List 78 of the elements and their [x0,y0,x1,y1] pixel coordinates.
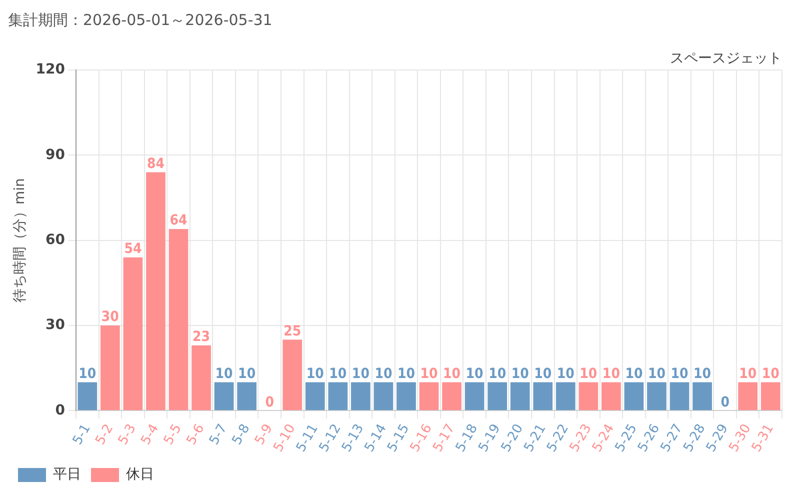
data-label: 10 [739,366,757,382]
data-label: 23 [192,329,210,345]
data-label: 10 [443,366,461,382]
bar [533,382,553,410]
bar [168,228,188,410]
bar [488,382,508,410]
x-tick-label: 5-8 [230,422,254,448]
data-label: 10 [397,366,416,382]
bar [464,382,484,410]
bar [760,382,780,410]
y-tick-label: 60 [46,232,66,248]
bar [374,382,394,410]
bar [351,382,370,410]
data-label: 10 [466,366,484,382]
data-label: 54 [124,240,142,257]
data-label: 10 [306,366,324,382]
bar [510,382,530,410]
bar [123,257,143,410]
x-tick-label: 5-1 [70,422,94,448]
bar [670,382,690,410]
data-label: 10 [511,366,530,382]
bar [738,382,758,410]
bar [146,172,166,410]
data-label: 10 [78,366,96,382]
data-label: 10 [329,366,347,382]
bar [78,382,98,410]
x-tick-label: 5-2 [92,422,117,448]
data-label: 0 [720,394,730,410]
x-tick-label: 5-4 [138,422,162,448]
x-tick-label: 5-3 [116,422,140,448]
data-label: 10 [488,366,506,382]
legend-label: 休日 [126,466,154,483]
y-tick-label: 120 [36,62,66,78]
x-tick-label: 5-7 [206,422,230,448]
bar [282,340,302,410]
y-axis-title: 待ち時間（分）min [12,178,28,303]
data-label: 10 [556,366,575,382]
bar [556,382,576,410]
legend-label: 平日 [53,466,81,483]
bar [237,382,257,410]
chart-title: 集計期間：2026-05-01～2026-05-31 [8,10,272,29]
text: スペースジェット [670,50,782,67]
bar [647,382,666,410]
y-tick-label: 0 [55,402,66,418]
bar [419,382,439,410]
data-label: 10 [762,366,780,382]
x-tick-label: 5-6 [184,422,208,448]
data-label: 10 [534,366,552,382]
bar [692,382,712,410]
data-label: 10 [602,366,620,382]
data-label: 10 [625,366,643,382]
data-label: 25 [284,323,302,340]
data-label: 10 [374,366,392,382]
x-tick-label: 5-5 [161,422,185,448]
y-tick-label: 90 [46,146,66,163]
bar [100,325,120,410]
bar [442,382,462,410]
data-label: 10 [670,366,689,382]
bar [214,382,234,410]
bar [192,345,211,410]
data-label: 84 [146,156,165,172]
bar [328,382,348,410]
bar [396,382,416,410]
data-label: 10 [580,366,598,382]
data-label: 10 [420,366,438,382]
bar [305,382,325,410]
bar [578,382,598,410]
data-label: 64 [170,212,188,229]
data-label: 0 [265,394,274,410]
y-tick-label: 30 [46,317,66,334]
data-label: 10 [352,366,370,382]
data-label: 30 [101,309,120,326]
data-label: 10 [694,366,712,382]
data-label: 10 [238,366,256,382]
data-label: 10 [648,366,666,382]
data-label: 10 [215,366,234,382]
bar [602,382,621,410]
bar [624,382,644,410]
